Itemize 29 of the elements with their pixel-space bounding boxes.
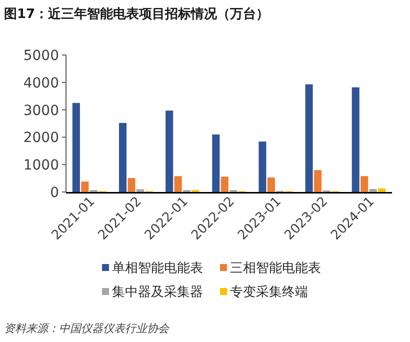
bar	[72, 102, 80, 192]
bar	[174, 176, 182, 192]
y-tick-label: 0	[50, 185, 59, 201]
y-tick-label: 3000	[23, 102, 59, 119]
bar	[258, 142, 266, 192]
bar	[166, 110, 174, 192]
bar	[136, 189, 144, 192]
legend-label: 集中器及采集器	[112, 285, 203, 300]
y-tick-label: 1000	[23, 158, 59, 174]
text: 资料来源：中国仪器仪表行业协会	[4, 322, 170, 335]
bar	[305, 84, 313, 192]
bar	[81, 182, 89, 192]
bar	[314, 170, 322, 192]
legend-label: 专变采集终端	[230, 285, 308, 300]
y-tick-label: 2000	[23, 130, 59, 146]
y-tick-label: 5000	[23, 48, 59, 64]
bar	[118, 122, 127, 192]
bar	[267, 177, 275, 192]
bar	[378, 188, 386, 192]
bar	[128, 178, 136, 192]
y-tick-label: 4000	[23, 75, 59, 92]
bar	[220, 176, 228, 192]
bar	[212, 134, 220, 192]
bar	[352, 87, 360, 192]
legend-label: 三相智能电能表	[230, 261, 321, 276]
bar	[369, 188, 377, 192]
chart-title: 图17：近三年智能电表项目招标情况（万台）	[4, 6, 270, 22]
legend-label: 单相智能电能表	[112, 261, 203, 276]
bar	[360, 176, 368, 192]
